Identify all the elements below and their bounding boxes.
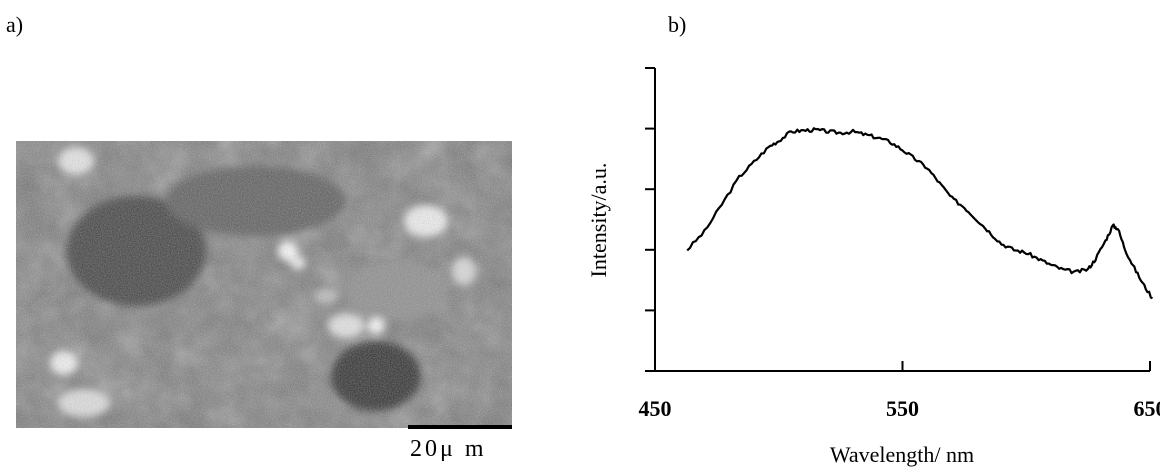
y-axis-label: Intensity/a.u. <box>586 163 611 278</box>
chart-axes <box>654 68 1150 372</box>
spectrum-series-line <box>686 127 1153 300</box>
x-tick-label: 550 <box>886 396 919 421</box>
scale-bar <box>408 425 512 429</box>
x-axis-label: Wavelength/ nm <box>830 442 974 467</box>
panel-b-label: b) <box>668 12 687 37</box>
scale-bar-label: 20μ m <box>410 436 487 462</box>
micrograph-image <box>16 141 512 428</box>
spectrum-chart: 450 550 650 Wavelength/ nm Intensity/a.u. <box>586 67 1161 467</box>
x-tick-label: 650 <box>1134 396 1161 421</box>
panel-a-label: a) <box>6 12 24 37</box>
x-tick-label: 450 <box>639 396 672 421</box>
